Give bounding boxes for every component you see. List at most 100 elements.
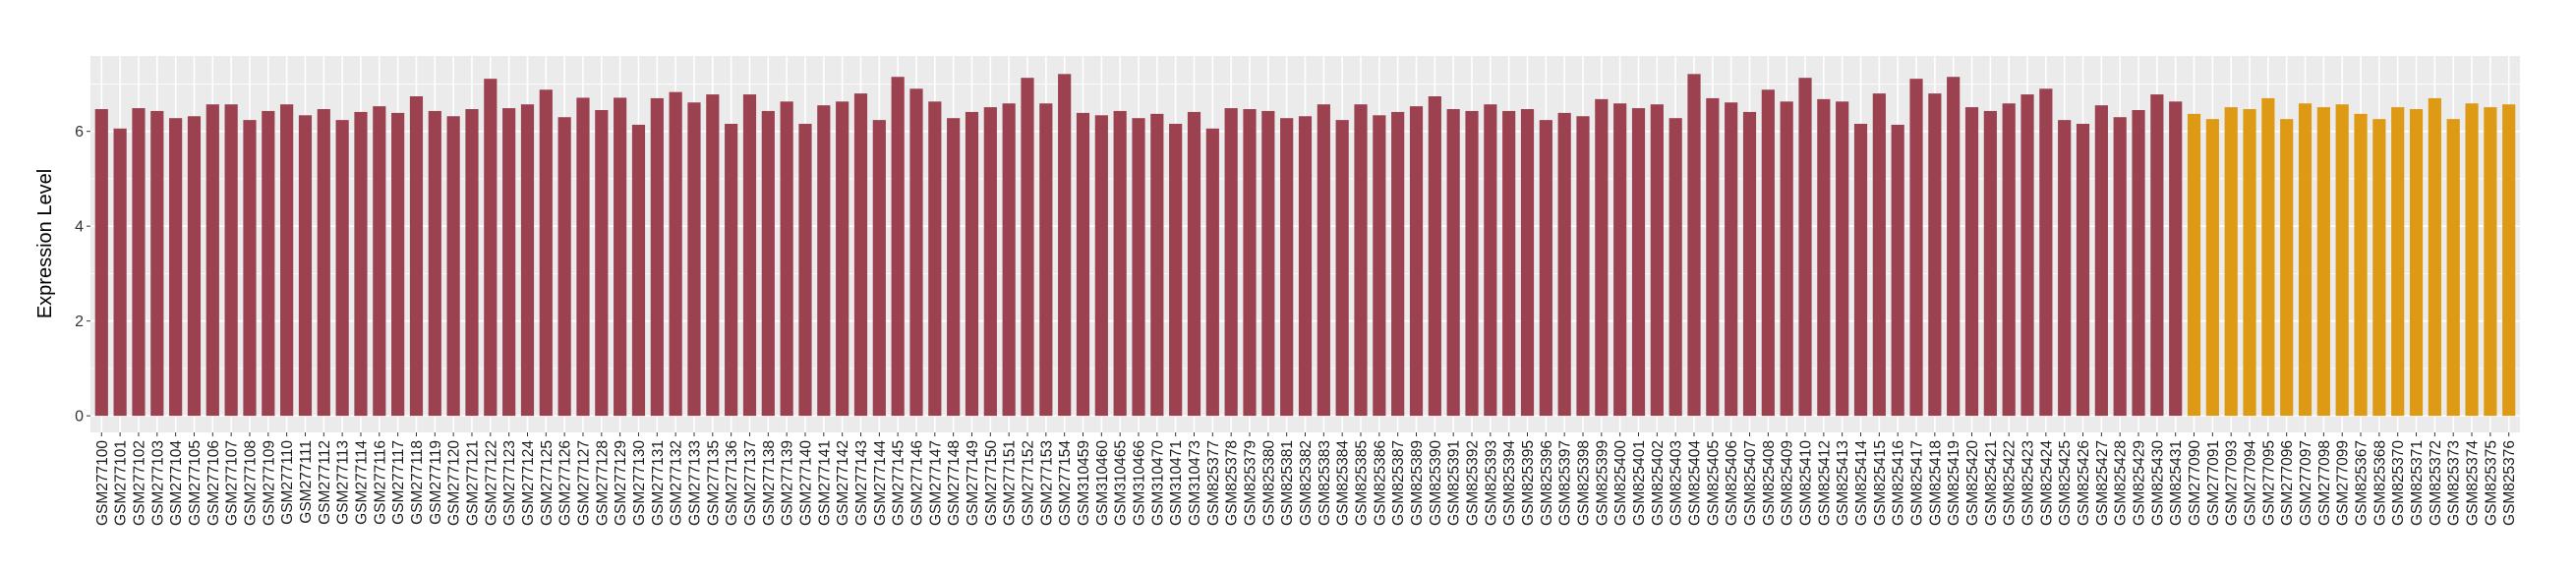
x-tick-label: GSM825423: [2020, 440, 2037, 526]
x-tick-label: GSM277122: [483, 440, 499, 526]
x-tick-label: GSM277146: [908, 440, 925, 526]
x-tick-label: GSM825407: [1742, 440, 1759, 526]
bar-GSM825385: [1354, 104, 1368, 417]
x-tick-label: GSM825419: [1946, 440, 1962, 526]
bar-GSM277090: [2187, 113, 2201, 417]
bar-GSM825396: [1539, 120, 1552, 417]
x-tick-label: GSM310459: [1076, 440, 1092, 526]
bar-GSM277141: [817, 105, 831, 417]
bar-GSM825381: [1280, 118, 1294, 417]
x-tick-label: GSM825389: [1409, 440, 1426, 526]
x-tick-label: GSM825394: [1501, 440, 1518, 526]
x-tick-label: GSM277140: [797, 440, 814, 526]
bar-GSM825392: [1465, 110, 1479, 417]
x-tick-label: GSM825393: [1483, 440, 1499, 526]
bar-GSM310460: [1094, 115, 1108, 417]
x-tick-label: GSM277132: [669, 440, 685, 526]
x-tick-label: GSM277154: [1057, 440, 1074, 526]
x-tick-label: GSM277138: [761, 440, 778, 526]
bar-GSM825418: [1928, 93, 1942, 417]
bar-GSM277131: [650, 97, 664, 417]
x-tick-label: GSM825405: [1705, 440, 1722, 526]
bar-GSM825410: [1798, 78, 1812, 417]
x-tick-label: GSM277137: [742, 440, 759, 526]
x-tick-label: GSM825384: [1335, 440, 1352, 526]
bar-GSM825420: [1964, 107, 1979, 417]
x-tick-label: GSM825406: [1724, 440, 1740, 526]
bar-GSM825428: [2113, 117, 2127, 417]
bar-GSM277138: [761, 110, 775, 417]
x-tick-label: GSM825412: [1816, 440, 1833, 526]
bar-GSM825400: [1613, 103, 1627, 417]
bar-GSM277151: [1002, 103, 1016, 417]
bar-GSM277121: [465, 109, 479, 417]
bar-GSM310459: [1076, 112, 1090, 417]
bar-GSM825408: [1761, 89, 1775, 417]
x-tick-label: GSM825378: [1224, 440, 1241, 526]
bar-GSM277102: [132, 108, 146, 417]
x-tick-label: GSM825399: [1594, 440, 1610, 526]
bar-GSM825427: [2094, 105, 2108, 417]
bar-GSM277113: [335, 120, 349, 417]
bar-GSM825395: [1520, 109, 1535, 417]
bar-GSM277137: [742, 94, 757, 417]
bar-GSM825416: [1891, 124, 1904, 417]
x-tick-label: GSM277103: [149, 440, 166, 526]
x-tick-label: GSM825418: [1927, 440, 1944, 526]
x-tick-label: GSM310460: [1094, 440, 1111, 526]
bar-GSM825389: [1409, 106, 1424, 417]
x-tick-label: GSM825426: [2076, 440, 2092, 526]
x-tick-label: GSM825400: [1612, 440, 1629, 526]
x-tick-label: GSM277123: [501, 440, 518, 526]
x-tick-label: GSM277116: [372, 440, 388, 525]
x-tick-label: GSM277108: [242, 440, 259, 526]
x-tick-label: GSM310466: [1131, 440, 1147, 526]
bar-GSM825406: [1725, 102, 1738, 417]
x-tick-label: GSM277135: [705, 440, 722, 526]
bar-GSM825425: [2058, 120, 2072, 417]
bar-GSM277122: [484, 79, 498, 417]
bar-GSM825421: [1983, 110, 1997, 417]
x-tick-label: GSM277142: [835, 440, 851, 526]
x-tick-label: GSM825409: [1780, 440, 1796, 526]
x-tick-label: GSM277130: [631, 440, 648, 526]
bar-GSM277097: [2298, 103, 2313, 417]
x-tick-label: GSM277097: [2298, 440, 2314, 526]
bar-GSM825409: [1780, 101, 1793, 417]
x-tick-label: GSM277105: [187, 440, 204, 526]
x-tick-label: GSM825391: [1446, 440, 1463, 526]
x-tick-label: GSM825395: [1520, 440, 1537, 526]
x-tick-label: GSM825396: [1539, 440, 1555, 526]
x-tick-label: GSM825404: [1687, 440, 1704, 526]
x-tick-label: GSM825371: [2409, 440, 2426, 526]
x-tick-label: GSM277102: [131, 440, 147, 526]
bar-GSM825398: [1576, 116, 1590, 417]
x-tick-label: GSM277127: [575, 440, 592, 526]
bar-GSM277124: [520, 104, 535, 417]
x-tick-label: GSM825424: [2038, 440, 2055, 526]
x-tick-label: GSM825417: [1909, 440, 1926, 526]
bar-GSM825422: [2002, 103, 2016, 417]
x-tick-label: GSM277125: [539, 440, 556, 526]
x-tick-label: GSM825402: [1650, 440, 1667, 526]
y-tick-label: 0: [75, 409, 84, 426]
x-tick-label: GSM825430: [2149, 440, 2166, 526]
bar-GSM277116: [373, 106, 386, 417]
bar-GSM825413: [1836, 101, 1849, 417]
x-tick-label: GSM825431: [2168, 440, 2185, 526]
x-tick-label: GSM825387: [1390, 440, 1407, 526]
x-tick-label: GSM825415: [1872, 440, 1889, 526]
x-tick-label: GSM277098: [2316, 440, 2333, 526]
bar-GSM825372: [2428, 97, 2441, 417]
bar-GSM825376: [2502, 104, 2516, 417]
x-tick-label: GSM277126: [557, 440, 574, 526]
bar-GSM825390: [1428, 96, 1441, 417]
bar-GSM277146: [909, 88, 923, 417]
bar-GSM825431: [2169, 101, 2183, 417]
x-tick-label: GSM277141: [816, 440, 833, 526]
bar-GSM277117: [391, 112, 405, 417]
x-tick-label: GSM825370: [2390, 440, 2407, 526]
x-tick-label: GSM277110: [279, 440, 296, 525]
bar-GSM277128: [595, 109, 609, 417]
bar-GSM825393: [1484, 104, 1497, 417]
